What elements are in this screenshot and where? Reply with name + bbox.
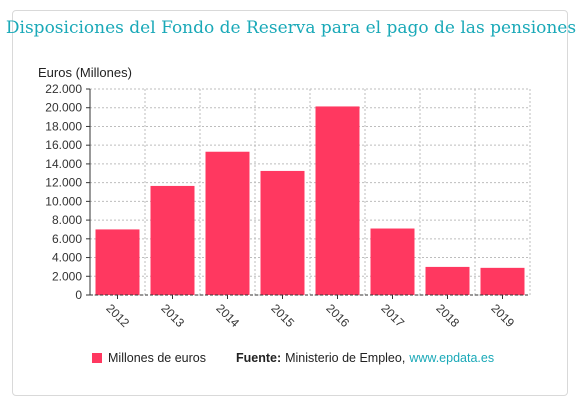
y-tick-label: 16.000 <box>45 138 82 152</box>
y-tick-label: 12.000 <box>45 176 82 190</box>
bar-2013 <box>150 185 195 295</box>
source-label: Fuente: <box>235 351 282 365</box>
x-tick-label: 2018 <box>433 301 462 330</box>
bar-2019 <box>480 267 525 295</box>
bar-2014 <box>205 151 250 295</box>
y-tick-label: 20.000 <box>45 101 82 115</box>
x-tick-label: 2015 <box>268 301 297 330</box>
source-text: Ministerio de Empleo, <box>285 351 406 365</box>
bar-2016 <box>315 106 360 295</box>
bar-2017 <box>370 228 415 295</box>
y-tick-label: 0 <box>75 288 82 302</box>
y-tick-label: 10.000 <box>45 194 82 208</box>
x-tick-label: 2012 <box>103 301 132 330</box>
y-tick-label: 2.000 <box>52 269 82 283</box>
y-axis-label: Euros (Millones) <box>38 65 132 80</box>
y-tick-label: 8.000 <box>52 213 82 227</box>
x-tick-label: 2013 <box>158 301 187 330</box>
legend-series-label: Millones de euros <box>108 351 206 365</box>
y-tick-label: 14.000 <box>45 157 82 171</box>
y-tick-label: 4.000 <box>52 251 82 265</box>
x-tick-label: 2014 <box>213 301 242 330</box>
x-tick-label: 2016 <box>323 301 352 330</box>
x-tick-label: 2019 <box>488 301 517 330</box>
legend-swatch <box>92 353 102 363</box>
y-tick-label: 22.000 <box>45 82 82 96</box>
y-tick-label: 6.000 <box>52 232 82 246</box>
legend: Millones de euros Fuente: Ministerio de … <box>92 349 494 367</box>
bar-2018 <box>425 266 470 295</box>
bar-2012 <box>95 229 140 295</box>
bar-2015 <box>260 170 305 295</box>
source-link[interactable]: www.epdata.es <box>409 351 495 365</box>
x-tick-label: 2017 <box>378 301 407 330</box>
y-tick-label: 18.000 <box>45 119 82 133</box>
chart-title: Disposiciones del Fondo de Reserva para … <box>5 18 577 38</box>
